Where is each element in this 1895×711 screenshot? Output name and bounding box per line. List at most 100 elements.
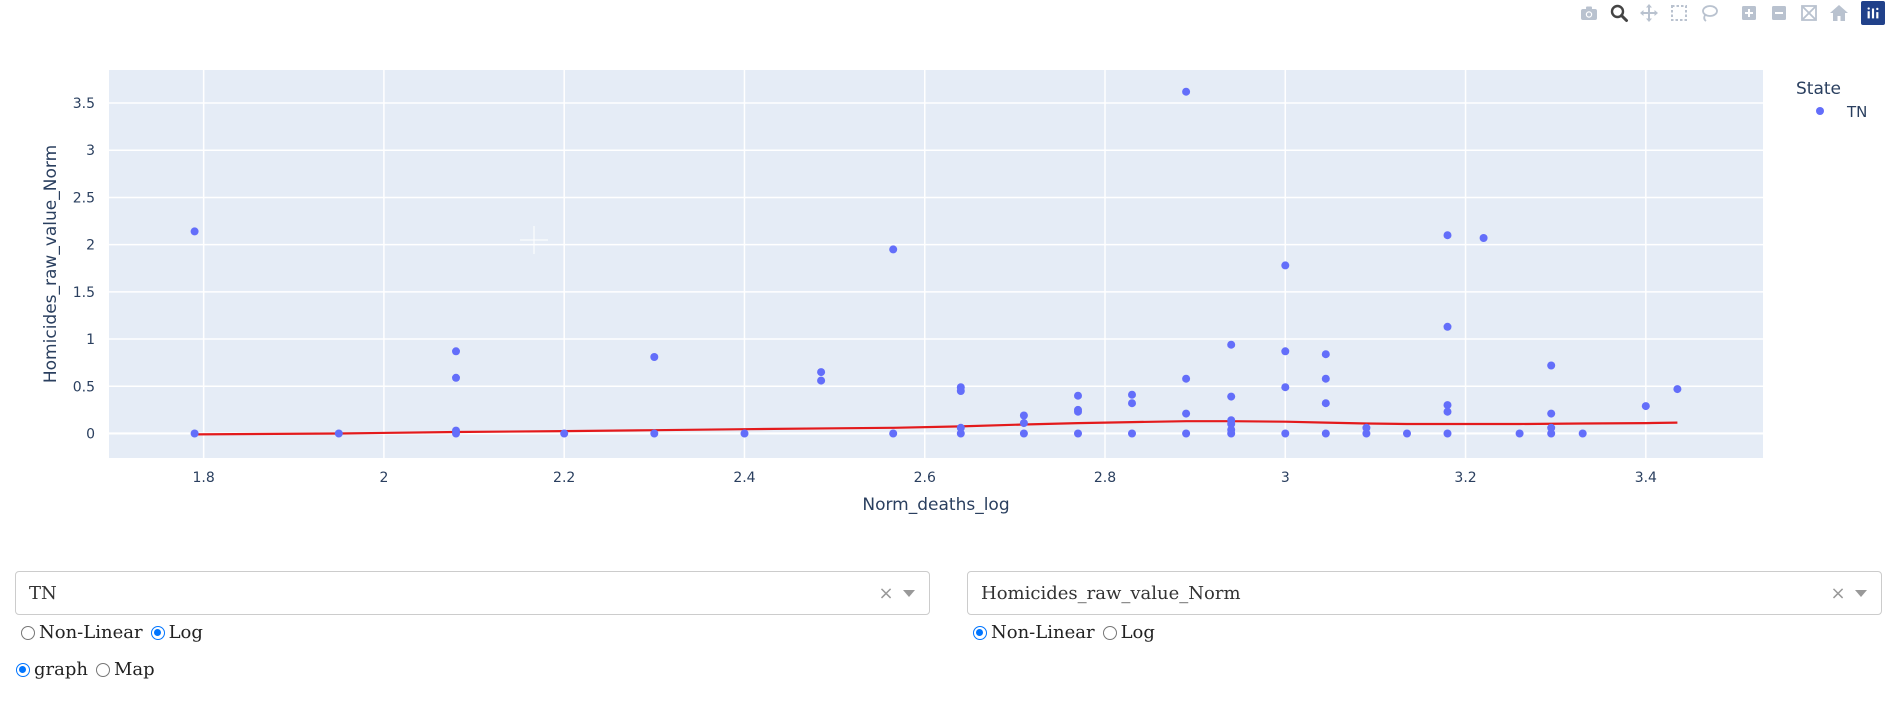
data-point[interactable] [1321, 429, 1330, 438]
data-point[interactable] [190, 429, 199, 438]
data-point[interactable] [1443, 429, 1452, 438]
legend-label: TN [1846, 103, 1867, 121]
data-point[interactable] [1578, 429, 1587, 438]
data-point[interactable] [1641, 402, 1650, 411]
data-point[interactable] [1547, 429, 1556, 438]
data-point[interactable] [1281, 347, 1290, 356]
plotly-logo-icon[interactable] [1861, 1, 1885, 25]
clear-icon[interactable]: × [1830, 582, 1846, 604]
data-point[interactable] [1281, 383, 1290, 392]
x-tick-label: 3 [1281, 470, 1290, 486]
variable-dropdown[interactable]: Homicides_raw_value_Norm × [967, 571, 1882, 615]
controls-panel: TN × Homicides_raw_value_Norm × Non-Line… [0, 570, 1895, 711]
state-dropdown-value: TN [29, 582, 57, 604]
data-point[interactable] [889, 429, 898, 438]
data-point[interactable] [956, 429, 965, 438]
data-point[interactable] [1182, 409, 1191, 418]
x-scale-option-nonlinear[interactable]: Non-Linear [21, 622, 143, 643]
data-point[interactable] [1443, 401, 1452, 410]
data-point[interactable] [1321, 374, 1330, 383]
data-point[interactable] [1547, 423, 1556, 432]
radio-button[interactable] [1102, 625, 1117, 640]
view-option-map[interactable]: Map [95, 659, 155, 680]
state-dropdown[interactable]: TN × [15, 571, 930, 615]
data-point[interactable] [1128, 399, 1136, 408]
data-point[interactable] [1227, 392, 1236, 401]
data-point[interactable] [889, 245, 898, 254]
reset-axes-icon[interactable] [1827, 1, 1851, 25]
data-point[interactable] [1281, 261, 1290, 270]
legend: State TN [1796, 79, 1867, 121]
data-point[interactable] [190, 227, 199, 236]
data-point[interactable] [1673, 385, 1682, 394]
data-point[interactable] [1128, 429, 1136, 438]
y-scale-option-log[interactable]: Log [1102, 622, 1155, 643]
plot-area[interactable] [109, 70, 1763, 458]
x-scale-option-log[interactable]: Log [150, 622, 203, 643]
data-point[interactable] [1443, 322, 1452, 331]
lasso-icon[interactable] [1697, 1, 1721, 25]
data-point[interactable] [1074, 407, 1082, 416]
camera-icon[interactable] [1577, 1, 1601, 25]
data-point[interactable] [1515, 429, 1524, 438]
data-point[interactable] [1019, 411, 1028, 420]
data-point[interactable] [1182, 374, 1191, 383]
box-select-icon[interactable] [1667, 1, 1691, 25]
legend-item-tn[interactable]: TN [1816, 103, 1867, 121]
autoscale-icon[interactable] [1797, 1, 1821, 25]
view-radio-group: graph Map [16, 659, 163, 680]
data-point[interactable] [817, 376, 826, 385]
radio-button[interactable] [16, 662, 30, 677]
radio-button[interactable] [150, 625, 165, 640]
data-point[interactable] [956, 423, 965, 432]
data-point[interactable] [1547, 409, 1556, 418]
data-point[interactable] [956, 387, 965, 395]
radio-button[interactable] [95, 662, 110, 677]
data-point[interactable] [1128, 390, 1136, 399]
data-point[interactable] [1362, 429, 1371, 438]
radio-button[interactable] [973, 625, 987, 640]
chevron-down-icon[interactable] [903, 589, 915, 597]
data-point[interactable] [1281, 429, 1290, 438]
data-point[interactable] [650, 353, 659, 361]
y-scale-option-nonlinear[interactable]: Non-Linear [973, 622, 1095, 643]
data-point[interactable] [740, 429, 749, 438]
data-point[interactable] [452, 347, 460, 356]
view-option-graph[interactable]: graph [16, 659, 88, 680]
data-point[interactable] [1074, 429, 1082, 438]
chevron-down-icon[interactable] [1855, 589, 1867, 597]
radio-button[interactable] [21, 625, 35, 640]
scatter-plot[interactable]: 1.8 2 2.2 2.4 2.6 2.8 3 3.2 3.4 0 0.5 1 1.5 2 2.5 3 3.5… [0, 0, 1895, 560]
y-tick-label: 1 [86, 332, 95, 348]
data-point[interactable] [1443, 407, 1452, 416]
data-point[interactable] [1074, 391, 1082, 400]
data-point[interactable] [560, 429, 569, 438]
data-point[interactable] [1547, 361, 1556, 370]
data-point[interactable] [452, 429, 460, 438]
x-tick-label: 2.8 [1094, 470, 1116, 486]
scatter-points [190, 87, 1682, 438]
data-point[interactable] [452, 373, 460, 382]
data-point[interactable] [1321, 399, 1330, 408]
data-point[interactable] [1182, 87, 1191, 96]
data-point[interactable] [334, 429, 343, 438]
data-point[interactable] [1227, 340, 1236, 349]
data-point[interactable] [1019, 419, 1028, 428]
data-point[interactable] [1182, 429, 1191, 438]
data-point[interactable] [1443, 231, 1452, 240]
data-point[interactable] [1362, 423, 1371, 432]
crosshair-cursor [520, 226, 548, 254]
data-point[interactable] [817, 368, 826, 377]
data-point[interactable] [1321, 350, 1330, 359]
data-point[interactable] [1227, 429, 1236, 438]
data-point[interactable] [1019, 429, 1028, 438]
zoom-icon[interactable] [1607, 1, 1631, 25]
data-point[interactable] [1479, 234, 1488, 242]
zoom-out-icon[interactable] [1767, 1, 1791, 25]
data-point[interactable] [1227, 420, 1236, 428]
pan-icon[interactable] [1637, 1, 1661, 25]
zoom-in-icon[interactable] [1737, 1, 1761, 25]
clear-icon[interactable]: × [878, 582, 894, 604]
data-point[interactable] [650, 429, 659, 438]
data-point[interactable] [1403, 429, 1411, 438]
